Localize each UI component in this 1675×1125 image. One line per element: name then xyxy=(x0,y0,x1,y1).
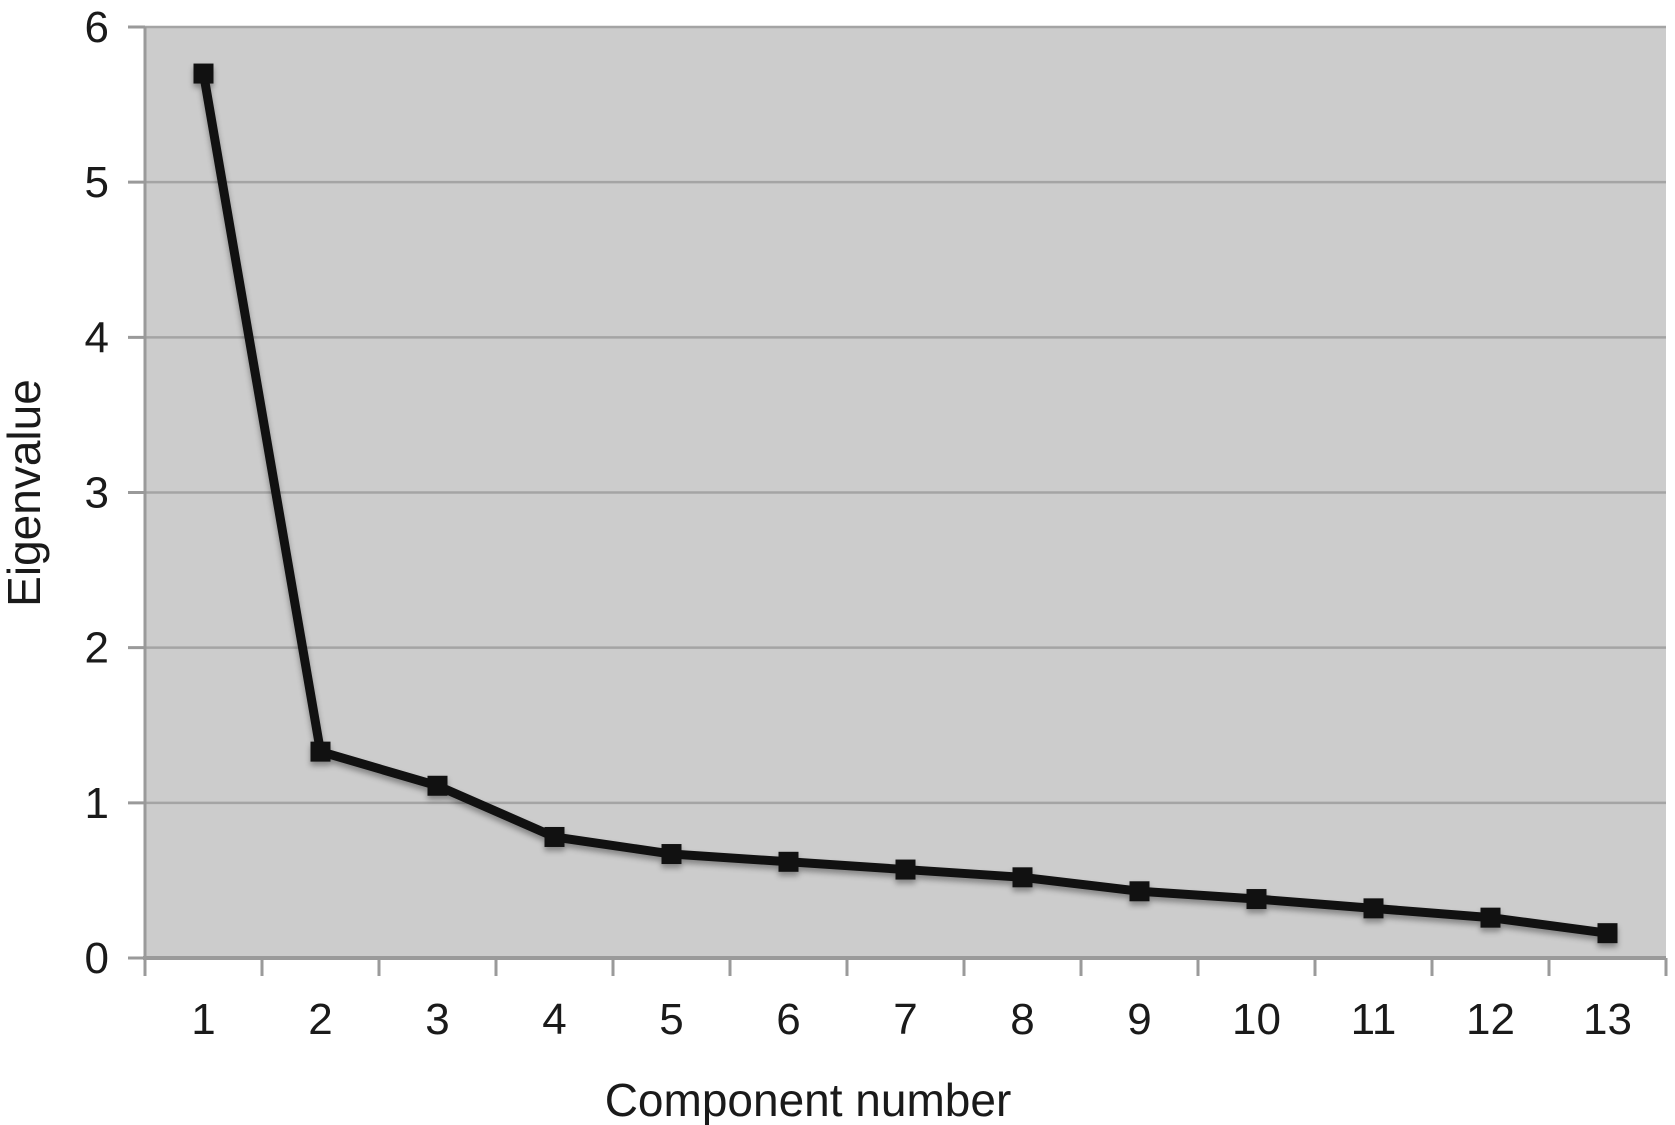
data-point-marker-7 xyxy=(895,859,916,880)
x-tick-label-11: 11 xyxy=(1351,995,1397,1044)
y-gridlines xyxy=(145,25,1666,805)
x-tick-label-2: 2 xyxy=(308,995,332,1044)
data-point-marker-8 xyxy=(1012,867,1033,888)
x-tick-label-12: 12 xyxy=(1466,995,1515,1044)
y-tick-label-0: 0 xyxy=(85,934,109,983)
x-tick-label-10: 10 xyxy=(1232,995,1281,1044)
data-point-marker-2 xyxy=(310,741,331,762)
x-tick-label-9: 9 xyxy=(1127,995,1151,1044)
x-tick-label-7: 7 xyxy=(893,995,917,1044)
data-point-marker-10 xyxy=(1246,889,1267,910)
x-tick-label-3: 3 xyxy=(425,995,449,1044)
y-tick-label-2: 2 xyxy=(85,624,109,673)
data-point-marker-3 xyxy=(427,775,448,796)
x-tick-labels: 1 2 3 4 5 6 7 8 9 10 11 12 13 xyxy=(191,995,1632,1044)
y-tick-label-6: 6 xyxy=(85,3,109,52)
x-tick-label-13: 13 xyxy=(1583,995,1632,1044)
x-tick-label-8: 8 xyxy=(1010,995,1034,1044)
y-tick-label-3: 3 xyxy=(85,469,109,518)
y-axis-ticks xyxy=(128,25,145,960)
y-tick-label-1: 1 xyxy=(85,779,109,828)
y-tick-labels: 0 1 2 3 4 5 6 xyxy=(85,3,109,983)
y-tick-label-5: 5 xyxy=(85,158,109,207)
y-tick-label-4: 4 xyxy=(85,313,109,362)
data-point-marker-5 xyxy=(661,844,682,865)
data-point-marker-9 xyxy=(1129,881,1150,902)
x-tick-label-6: 6 xyxy=(776,995,800,1044)
x-axis-ticks xyxy=(143,958,1668,976)
x-tick-label-5: 5 xyxy=(659,995,683,1044)
x-tick-label-4: 4 xyxy=(542,995,566,1044)
y-axis-title: Eigenvalue xyxy=(0,379,50,607)
x-tick-label-1: 1 xyxy=(191,995,215,1044)
data-point-marker-13 xyxy=(1597,923,1618,944)
data-point-marker-6 xyxy=(778,851,799,872)
data-point-marker-1 xyxy=(193,63,214,84)
axis-lines xyxy=(143,27,1666,960)
eigenvalue-series xyxy=(193,63,1618,944)
data-point-marker-12 xyxy=(1480,907,1501,928)
data-point-marker-4 xyxy=(544,826,565,847)
x-axis-title: Component number xyxy=(605,1074,1012,1125)
data-point-marker-11 xyxy=(1363,898,1384,919)
